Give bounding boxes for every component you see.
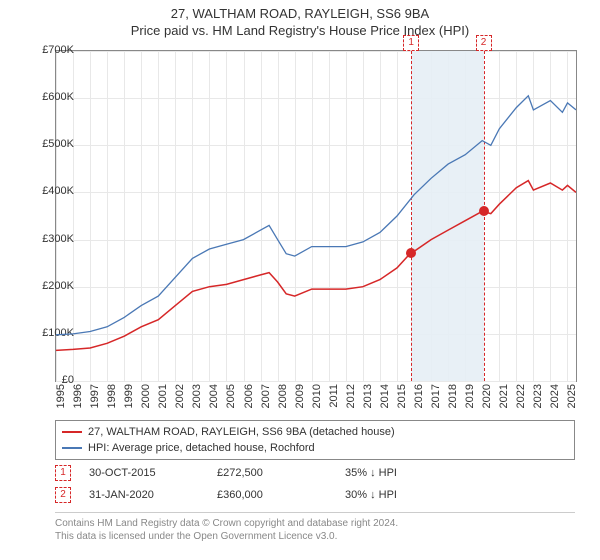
x-axis-label: 2009 [294, 384, 306, 424]
series-hpi [56, 96, 576, 335]
x-axis-label: 1998 [106, 384, 118, 424]
x-axis-label: 2024 [549, 384, 561, 424]
chart-plot-area: 12 [55, 50, 577, 382]
x-axis-label: 2022 [515, 384, 527, 424]
x-axis-label: 1995 [55, 384, 67, 424]
sale-price: £272,500 [217, 467, 327, 479]
sale-price: £360,000 [217, 489, 327, 501]
sale-row: 1 30-OCT-2015 £272,500 35% ↓ HPI [55, 462, 575, 484]
sale-point-marker [406, 248, 416, 258]
x-axis-label: 2002 [174, 384, 186, 424]
legend: 27, WALTHAM ROAD, RAYLEIGH, SS6 9BA (det… [55, 420, 575, 460]
x-axis-label: 2001 [157, 384, 169, 424]
marker-number-box: 2 [476, 35, 492, 51]
sale-marker-box: 2 [55, 487, 71, 503]
x-axis-label: 2019 [464, 384, 476, 424]
series-property [56, 181, 576, 351]
title-address: 27, WALTHAM ROAD, RAYLEIGH, SS6 9BA [0, 6, 600, 21]
x-axis-label: 2016 [413, 384, 425, 424]
x-axis-label: 2013 [362, 384, 374, 424]
gridline-h [56, 381, 576, 382]
marker-number-box: 1 [403, 35, 419, 51]
legend-label: HPI: Average price, detached house, Roch… [88, 440, 315, 456]
x-axis-label: 2011 [328, 384, 340, 424]
x-axis-label: 2012 [345, 384, 357, 424]
x-axis-label: 2003 [191, 384, 203, 424]
x-axis-label: 1996 [72, 384, 84, 424]
x-axis-label: 2023 [532, 384, 544, 424]
x-axis-label: 1999 [123, 384, 135, 424]
sale-delta: 35% ↓ HPI [345, 467, 455, 479]
x-axis-label: 1997 [89, 384, 101, 424]
legend-label: 27, WALTHAM ROAD, RAYLEIGH, SS6 9BA (det… [88, 424, 395, 440]
x-axis-label: 2010 [311, 384, 323, 424]
x-axis-label: 2014 [379, 384, 391, 424]
legend-swatch [62, 431, 82, 433]
x-axis-label: 2000 [140, 384, 152, 424]
x-axis-label: 2006 [243, 384, 255, 424]
sale-marker-box: 1 [55, 465, 71, 481]
legend-row: HPI: Average price, detached house, Roch… [62, 440, 568, 456]
sale-date: 31-JAN-2020 [89, 489, 199, 501]
x-axis-label: 2020 [481, 384, 493, 424]
title-block: 27, WALTHAM ROAD, RAYLEIGH, SS6 9BA Pric… [0, 0, 600, 38]
x-axis-label: 2017 [430, 384, 442, 424]
legend-swatch [62, 447, 82, 449]
sale-row: 2 31-JAN-2020 £360,000 30% ↓ HPI [55, 484, 575, 506]
x-axis-label: 2021 [498, 384, 510, 424]
chart-lines [56, 51, 576, 381]
sale-point-marker [479, 206, 489, 216]
sale-delta: 30% ↓ HPI [345, 489, 455, 501]
x-axis-label: 2007 [260, 384, 272, 424]
x-axis-label: 2018 [447, 384, 459, 424]
chart-container: 27, WALTHAM ROAD, RAYLEIGH, SS6 9BA Pric… [0, 0, 600, 560]
sale-date: 30-OCT-2015 [89, 467, 199, 479]
footer-line2: This data is licensed under the Open Gov… [55, 530, 575, 543]
x-axis-label: 2008 [277, 384, 289, 424]
x-axis-label: 2015 [396, 384, 408, 424]
legend-row: 27, WALTHAM ROAD, RAYLEIGH, SS6 9BA (det… [62, 424, 568, 440]
x-axis-label: 2005 [225, 384, 237, 424]
footer-attribution: Contains HM Land Registry data © Crown c… [55, 512, 575, 543]
x-axis-label: 2025 [566, 384, 578, 424]
footer-line1: Contains HM Land Registry data © Crown c… [55, 517, 575, 530]
x-axis-label: 2004 [208, 384, 220, 424]
title-subtitle: Price paid vs. HM Land Registry's House … [0, 23, 600, 38]
sales-table: 1 30-OCT-2015 £272,500 35% ↓ HPI 2 31-JAN-202… [55, 462, 575, 506]
